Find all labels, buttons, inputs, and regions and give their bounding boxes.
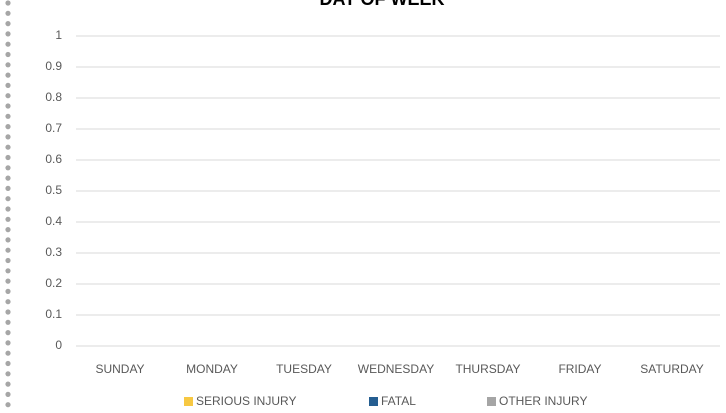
border-dot bbox=[5, 41, 11, 47]
border-dot bbox=[5, 350, 11, 356]
y-tick-label: 0.3 bbox=[45, 245, 62, 259]
y-tick-label: 0.4 bbox=[45, 214, 62, 228]
y-tick-label: 0.9 bbox=[45, 59, 62, 73]
border-dot bbox=[5, 51, 11, 58]
legend-swatch bbox=[184, 397, 193, 406]
border-dot bbox=[5, 247, 11, 253]
border-dot bbox=[5, 165, 11, 171]
chart-title: DAY OF WEEK bbox=[319, 0, 444, 9]
x-tick-label: SATURDAY bbox=[640, 362, 704, 376]
border-dot bbox=[5, 278, 11, 284]
border-dot bbox=[5, 402, 11, 408]
x-tick-label: THURSDAY bbox=[455, 362, 520, 376]
border-dot bbox=[5, 93, 11, 99]
border-dot bbox=[5, 257, 11, 264]
border-dot bbox=[5, 72, 11, 78]
border-dot bbox=[5, 134, 11, 140]
border-dot bbox=[5, 113, 11, 119]
border-dot bbox=[5, 82, 11, 88]
y-tick-label: 0.5 bbox=[45, 183, 62, 197]
border-dot bbox=[5, 196, 11, 202]
y-tick-label: 0 bbox=[55, 338, 62, 352]
border-dot bbox=[5, 381, 11, 387]
y-tick-label: 0.2 bbox=[45, 276, 62, 290]
x-tick-label: SUNDAY bbox=[95, 362, 144, 376]
legend-label: OTHER INJURY bbox=[499, 394, 587, 408]
legend-swatch bbox=[369, 397, 378, 406]
x-tick-label: WEDNESDAY bbox=[358, 362, 434, 376]
border-dot bbox=[5, 175, 11, 181]
border-dot bbox=[5, 237, 11, 243]
border-dot bbox=[5, 371, 11, 377]
y-tick-label: 1 bbox=[55, 28, 62, 42]
border-dot bbox=[5, 0, 11, 6]
legend-label: FATAL bbox=[381, 394, 416, 408]
border-dot bbox=[5, 31, 11, 37]
y-tick-label: 0.8 bbox=[45, 90, 62, 104]
border-dot bbox=[5, 309, 11, 315]
border-dot bbox=[5, 319, 11, 325]
border-dot bbox=[5, 330, 11, 336]
border-dot bbox=[5, 21, 11, 27]
border-dot bbox=[5, 144, 11, 150]
border-dot bbox=[5, 216, 11, 222]
border-dot bbox=[5, 227, 11, 233]
border-dot bbox=[5, 124, 11, 130]
border-dot bbox=[5, 206, 11, 212]
border-dot bbox=[5, 103, 11, 109]
border-dot bbox=[5, 288, 11, 294]
y-tick-label: 0.6 bbox=[45, 152, 62, 166]
x-tick-label: FRIDAY bbox=[558, 362, 601, 376]
border-dot bbox=[5, 391, 11, 397]
border-dot bbox=[5, 10, 11, 16]
y-tick-label: 0.7 bbox=[45, 121, 62, 135]
border-dot bbox=[5, 340, 11, 346]
border-dot bbox=[5, 360, 11, 367]
legend-label: SERIOUS INJURY bbox=[196, 394, 296, 408]
border-dot bbox=[5, 268, 11, 274]
border-dot bbox=[5, 62, 11, 68]
x-tick-label: MONDAY bbox=[186, 362, 238, 376]
border-dot bbox=[5, 185, 11, 191]
legend-swatch bbox=[487, 397, 496, 406]
border-dot bbox=[5, 154, 11, 161]
x-tick-label: TUESDAY bbox=[276, 362, 332, 376]
y-tick-label: 0.1 bbox=[45, 307, 62, 321]
border-dot bbox=[5, 299, 11, 305]
